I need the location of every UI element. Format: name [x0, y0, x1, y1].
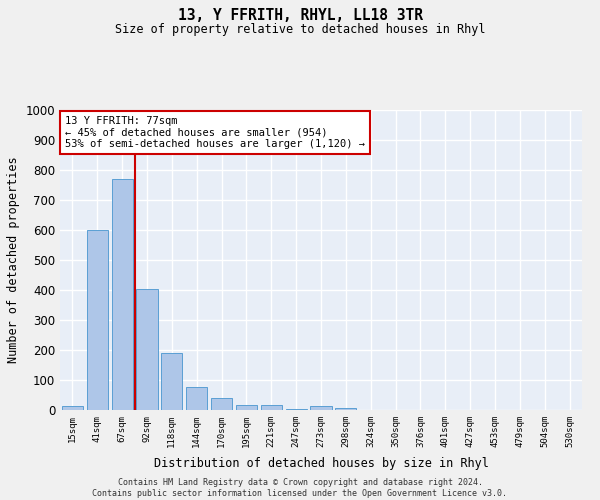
- Bar: [161, 353, 182, 410]
- Bar: [112, 179, 133, 410]
- Bar: [335, 408, 356, 410]
- Bar: [62, 406, 83, 410]
- Bar: [87, 230, 108, 410]
- Bar: [261, 405, 282, 410]
- Text: Distribution of detached houses by size in Rhyl: Distribution of detached houses by size …: [154, 458, 488, 470]
- Bar: [236, 404, 257, 410]
- Text: Contains HM Land Registry data © Crown copyright and database right 2024.
Contai: Contains HM Land Registry data © Crown c…: [92, 478, 508, 498]
- Bar: [286, 408, 307, 410]
- Text: 13 Y FFRITH: 77sqm
← 45% of detached houses are smaller (954)
53% of semi-detach: 13 Y FFRITH: 77sqm ← 45% of detached hou…: [65, 116, 365, 149]
- Bar: [186, 387, 207, 410]
- Text: Size of property relative to detached houses in Rhyl: Size of property relative to detached ho…: [115, 22, 485, 36]
- Text: 13, Y FFRITH, RHYL, LL18 3TR: 13, Y FFRITH, RHYL, LL18 3TR: [178, 8, 422, 22]
- Bar: [310, 406, 332, 410]
- Bar: [211, 398, 232, 410]
- Bar: [136, 288, 158, 410]
- Y-axis label: Number of detached properties: Number of detached properties: [7, 156, 20, 364]
